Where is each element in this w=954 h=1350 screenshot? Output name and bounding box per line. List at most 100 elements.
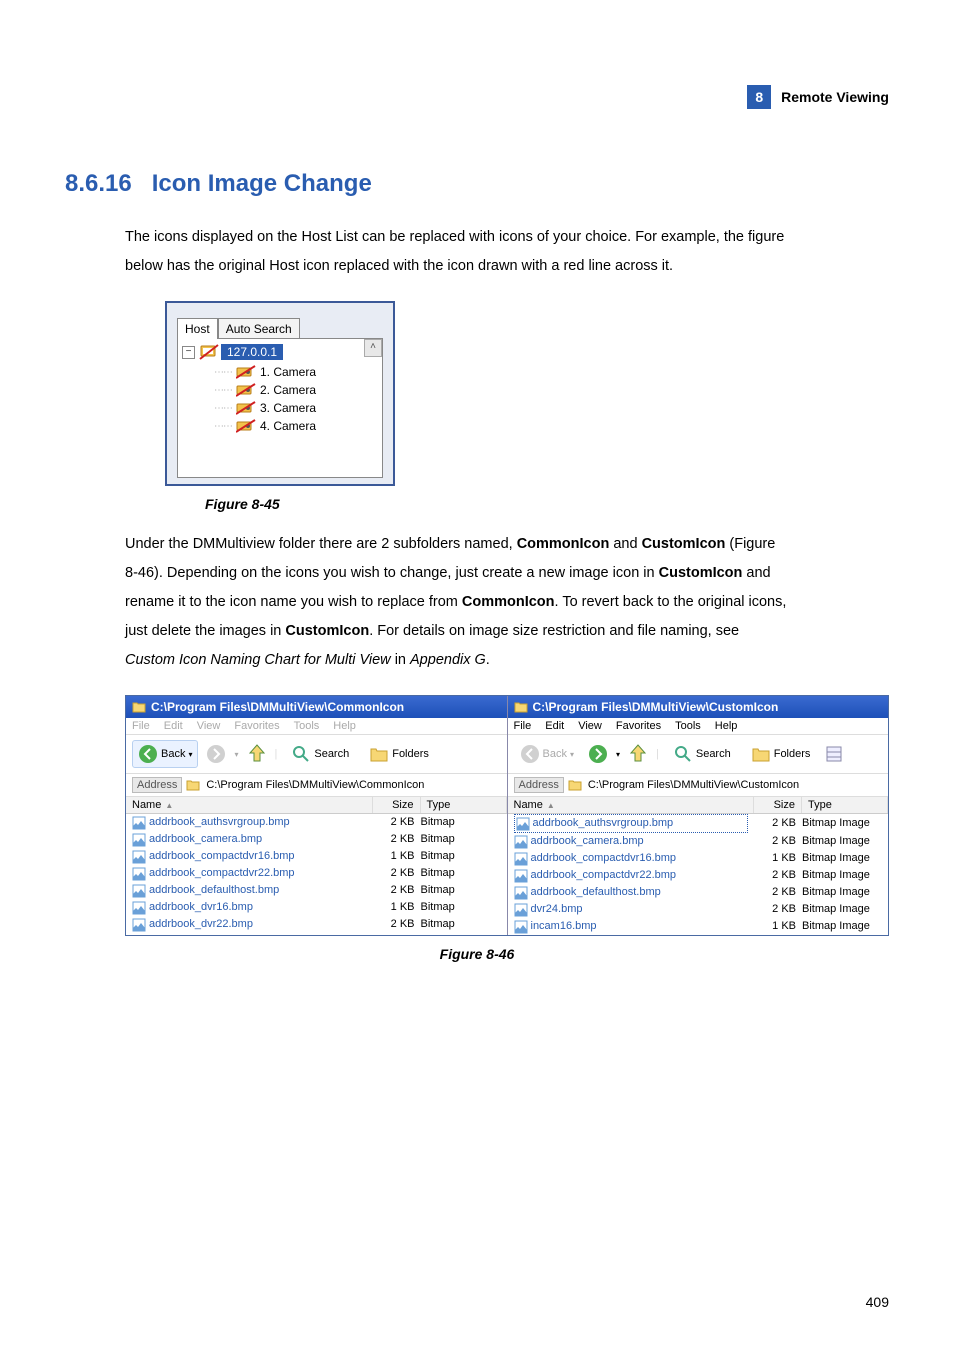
address-label: Address (132, 777, 182, 793)
col-header-type[interactable]: Type (421, 797, 507, 813)
menu-edit[interactable]: Edit (545, 720, 564, 732)
back-button[interactable]: Back ▾ (514, 740, 580, 768)
bitmap-file-icon (514, 835, 528, 849)
menubar: File Edit View Favorites Tools Help (508, 718, 889, 735)
back-button[interactable]: Back ▾ (132, 740, 198, 768)
file-type: Bitmap Image (796, 815, 882, 832)
back-icon (138, 744, 158, 764)
menubar: File Edit View Favorites Tools Help (126, 718, 507, 735)
file-row[interactable]: dvr24.bmp2 KBBitmap Image (508, 901, 889, 918)
file-name: addrbook_compactdvr16.bmp (132, 848, 367, 865)
file-type: Bitmap Image (796, 884, 882, 901)
bold-text: CustomIcon (642, 536, 726, 552)
paragraph-1: The icons displayed on the Host List can… (125, 223, 889, 281)
menu-tools[interactable]: Tools (294, 720, 320, 732)
file-row[interactable]: addrbook_authsvrgroup.bmp2 KBBitmap Imag… (508, 814, 889, 833)
section-heading: 8.6.16 Icon Image Change (65, 170, 889, 198)
file-row[interactable]: addrbook_compactdvr22.bmp2 KBBitmap (126, 865, 507, 882)
menu-file[interactable]: File (132, 720, 150, 732)
file-row[interactable]: addrbook_authsvrgroup.bmp2 KBBitmap (126, 814, 507, 831)
search-button[interactable]: Search (285, 740, 355, 768)
col-name-label: Name (132, 799, 161, 811)
file-row[interactable]: addrbook_compactdvr16.bmp1 KBBitmap (126, 848, 507, 865)
collapse-icon[interactable]: − (182, 346, 195, 359)
menu-edit[interactable]: Edit (164, 720, 183, 732)
tree-item[interactable]: ⋯⋯ 1. Camera (214, 363, 382, 381)
file-row[interactable]: addrbook_camera.bmp2 KBBitmap (126, 831, 507, 848)
page-number: 409 (866, 1294, 889, 1310)
window-title: C:\Program Files\DMMultiView\CommonIcon (151, 700, 404, 714)
folder-icon (514, 701, 528, 713)
file-size: 2 KB (367, 916, 415, 933)
menu-view[interactable]: View (578, 720, 602, 732)
tab-host[interactable]: Host (177, 318, 218, 339)
col-header-name[interactable]: Name ▲ (508, 797, 755, 813)
tree-item-label: 2. Camera (260, 383, 316, 397)
folders-button[interactable]: Folders (363, 740, 435, 768)
search-button[interactable]: Search (667, 740, 737, 768)
file-row[interactable]: addrbook_defaulthost.bmp2 KBBitmap Image (508, 884, 889, 901)
bitmap-file-icon (132, 884, 146, 898)
col-header-type[interactable]: Type (802, 797, 888, 813)
menu-help[interactable]: Help (715, 720, 738, 732)
bold-text: CommonIcon (462, 594, 555, 610)
back-icon (520, 744, 540, 764)
italic-text: Custom Icon Naming Chart for Multi View (125, 652, 391, 668)
figure-explorer-row: C:\Program Files\DMMultiView\CommonIcon … (125, 695, 889, 936)
up-icon[interactable] (628, 744, 648, 764)
file-type: Bitmap (415, 916, 501, 933)
text: Under the DMMultiview folder there are 2… (125, 536, 517, 552)
host-ip-label: 127.0.0.1 (221, 344, 283, 360)
menu-view[interactable]: View (197, 720, 221, 732)
file-type: Bitmap (415, 865, 501, 882)
tree-item[interactable]: ⋯⋯ 4. Camera (214, 417, 382, 435)
views-icon[interactable] (824, 744, 844, 764)
up-icon[interactable] (247, 744, 267, 764)
menu-favorites[interactable]: Favorites (234, 720, 279, 732)
forward-icon[interactable] (588, 744, 608, 764)
address-bar: Address C:\Program Files\DMMultiView\Com… (126, 774, 507, 797)
sort-asc-icon: ▲ (165, 801, 173, 810)
file-row[interactable]: addrbook_dvr16.bmp1 KBBitmap (126, 899, 507, 916)
menu-favorites[interactable]: Favorites (616, 720, 661, 732)
tree-item[interactable]: ⋯⋯ 3. Camera (214, 399, 382, 417)
col-header-name[interactable]: Name ▲ (126, 797, 373, 813)
bitmap-file-icon (132, 833, 146, 847)
file-row[interactable]: addrbook_defaulthost.bmp2 KBBitmap (126, 882, 507, 899)
tree-root[interactable]: − 127.0.0.1 (182, 343, 382, 361)
menu-tools[interactable]: Tools (675, 720, 701, 732)
file-name: addrbook_dvr22.bmp (132, 916, 367, 933)
col-header-size[interactable]: Size (754, 797, 802, 813)
file-size: 2 KB (748, 867, 796, 884)
file-size: 1 KB (748, 918, 796, 935)
folder-icon (186, 779, 200, 791)
address-field[interactable]: C:\Program Files\DMMultiView\CommonIcon (204, 778, 500, 792)
tree-item[interactable]: ⋯⋯ 2. Camera (214, 381, 382, 399)
file-type: Bitmap (415, 848, 501, 865)
file-name: addrbook_defaulthost.bmp (132, 882, 367, 899)
sort-asc-icon: ▲ (547, 801, 555, 810)
file-row[interactable]: addrbook_compactdvr16.bmp1 KBBitmap Imag… (508, 850, 889, 867)
file-type: Bitmap Image (796, 850, 882, 867)
file-name: addrbook_dvr16.bmp (132, 899, 367, 916)
file-name: incam16.bmp (514, 918, 749, 935)
scroll-up-icon[interactable]: ˄ (364, 339, 382, 357)
menu-file[interactable]: File (514, 720, 532, 732)
menu-help[interactable]: Help (333, 720, 356, 732)
folders-button[interactable]: Folders (745, 740, 817, 768)
col-header-size[interactable]: Size (373, 797, 421, 813)
file-type: Bitmap (415, 899, 501, 916)
file-name: addrbook_compactdvr16.bmp (514, 850, 749, 867)
forward-icon[interactable] (206, 744, 226, 764)
figure-caption-45: Figure 8-45 (205, 496, 889, 512)
file-list: addrbook_authsvrgroup.bmp2 KBBitmap Imag… (508, 814, 889, 935)
address-field[interactable]: C:\Program Files\DMMultiView\CustomIcon (586, 778, 882, 792)
toolbar: Back ▾ ▾ | Search Folders (508, 735, 889, 774)
file-row[interactable]: addrbook_camera.bmp2 KBBitmap Image (508, 833, 889, 850)
file-row[interactable]: incam16.bmp1 KBBitmap Image (508, 918, 889, 935)
separator: | (275, 748, 278, 760)
file-row[interactable]: addrbook_compactdvr22.bmp2 KBBitmap Imag… (508, 867, 889, 884)
file-row[interactable]: addrbook_dvr22.bmp2 KBBitmap (126, 916, 507, 933)
tab-auto-search[interactable]: Auto Search (218, 318, 300, 339)
bold-text: CustomIcon (659, 565, 743, 581)
